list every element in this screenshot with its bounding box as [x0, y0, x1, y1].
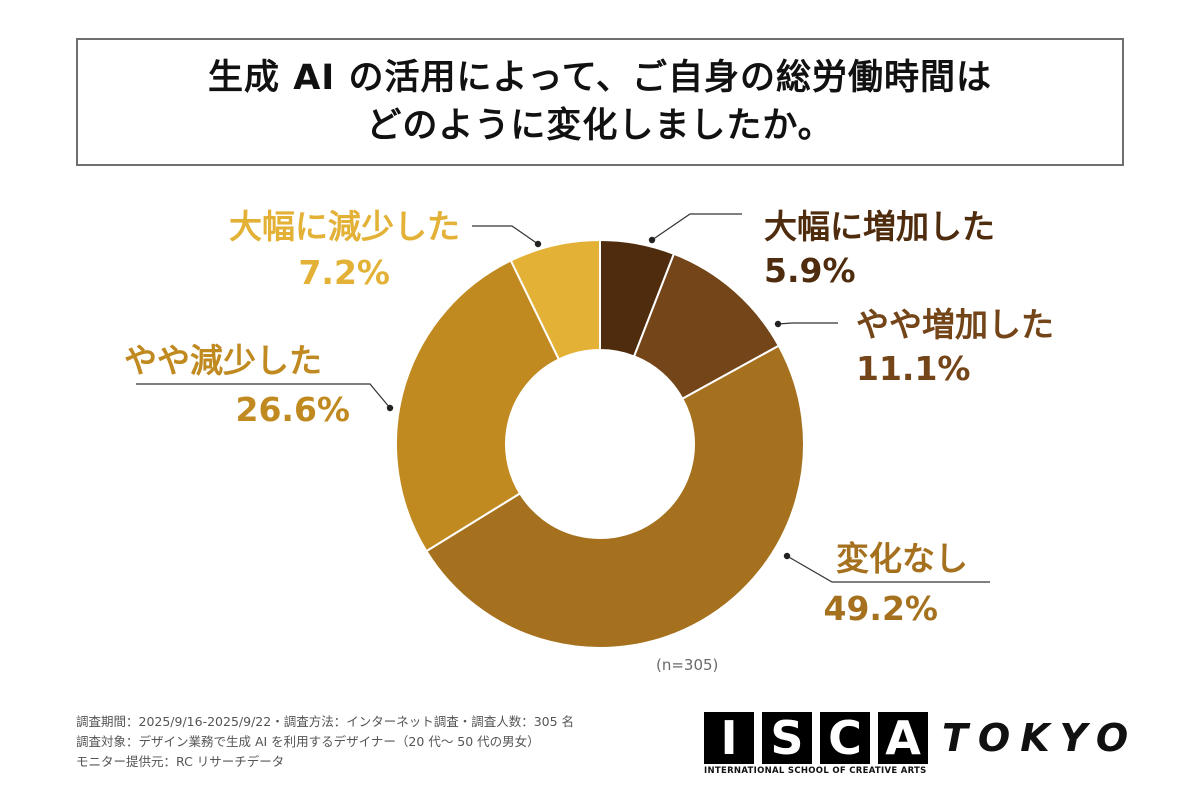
sample-size-note: (n=305) — [656, 656, 719, 674]
leader-dot-5 — [534, 240, 542, 248]
logo-letter-s: S — [762, 711, 812, 765]
leader-line-5 — [472, 225, 539, 245]
category-label-2: やや増加した — [856, 305, 1054, 344]
category-label-1: 大幅に増加した — [764, 207, 995, 246]
survey-footnotes: 調査期間：2025/9/16-2025/9/22・調査方法：インターネット調査・… — [76, 712, 574, 772]
leader-dot-4 — [386, 404, 394, 412]
leader-line-4 — [136, 383, 391, 409]
footnote-provider: モニター提供元：RC リサーチデータ — [76, 754, 285, 769]
donut-slice-4 — [395, 259, 561, 553]
leader-line-3 — [786, 555, 990, 583]
leader-line-1 — [651, 213, 742, 241]
percent-label-1: 5.9% — [764, 251, 856, 290]
percent-label-4: 26.6% — [236, 390, 351, 429]
leader-dot-3 — [783, 552, 791, 560]
percent-label-2: 11.1% — [856, 349, 971, 388]
percent-label-5: 7.2% — [298, 253, 390, 292]
leader-dot-1 — [648, 236, 656, 244]
logo-subtitle: INTERNATIONAL SCHOOL OF CREATIVE ARTS — [704, 766, 927, 776]
leader-dot-2 — [774, 320, 782, 328]
footnote-period: 調査期間：2025/9/16-2025/9/22・調査方法：インターネット調査・… — [76, 714, 575, 729]
logo-letter-i: I — [704, 711, 754, 765]
title-line-2: どのように変化しましたか。 — [366, 106, 834, 146]
leader-line-2 — [777, 322, 838, 325]
donut-slice-3 — [425, 344, 805, 649]
category-label-3: 変化なし — [836, 539, 968, 578]
footnote-target: 調査対象：デザイン業務で生成 AI を利用するデザイナー（20 代〜 50 代の… — [76, 734, 540, 749]
isca-tokyo-logo: I S C A TOKYO INTERNATIONAL SCHOOL OF CR… — [704, 711, 1128, 776]
category-label-4: やや減少した — [124, 341, 322, 380]
logo-letter-c: C — [820, 711, 870, 765]
donut-slice-5 — [509, 238, 601, 361]
logo-letter-a: A — [878, 711, 928, 765]
logo-city: TOKYO — [942, 716, 1139, 760]
title-line-1: 生成 AI の活用によって、ご自身の総労働時間は — [208, 58, 992, 98]
question-title-box: 生成 AI の活用によって、ご自身の総労働時間は どのように変化しましたか。 — [76, 38, 1124, 166]
category-label-5: 大幅に減少した — [229, 207, 460, 246]
percent-label-3: 49.2% — [824, 589, 939, 628]
